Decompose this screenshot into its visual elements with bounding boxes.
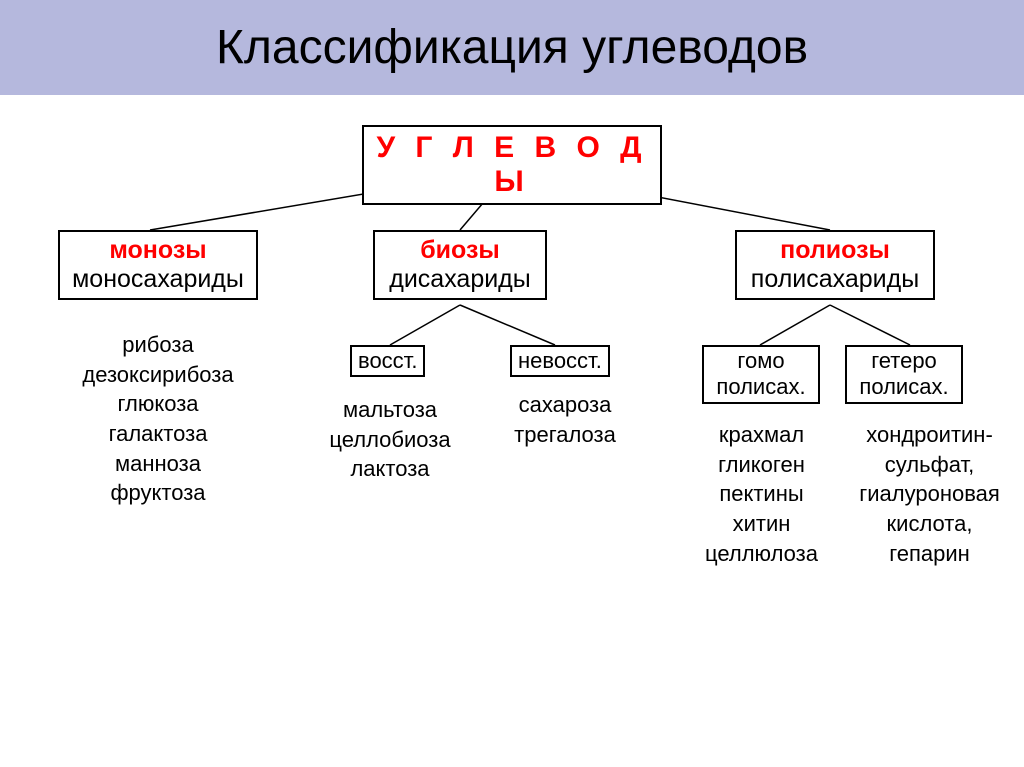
poly-hetero-l2: полисах. (853, 374, 955, 400)
bio-nevosst-node: невосст. (510, 345, 610, 377)
poly-hetero-l1: гетеро (853, 348, 955, 374)
bio-vosst-node: восст. (350, 345, 425, 377)
category-poly-subtitle: полисахариды (747, 265, 923, 294)
category-bio-title: биозы (385, 236, 535, 265)
bio-vosst-examples: мальтоза целлобиоза лактоза (310, 395, 470, 484)
title-bar: Классификация углеводов (0, 0, 1024, 95)
poly-homo-l1: гомо (710, 348, 812, 374)
category-poly: полиозы полисахариды (735, 230, 935, 300)
bio-nevosst-examples: сахароза трегалоза (490, 390, 640, 449)
poly-homo-node: гомо полисах. (702, 345, 820, 404)
category-mono: монозы моносахариды (58, 230, 258, 300)
category-mono-subtitle: моносахариды (70, 265, 246, 294)
root-node: У Г Л Е В О Д Ы (362, 125, 662, 205)
category-mono-title: монозы (70, 236, 246, 265)
category-poly-title: полиозы (747, 236, 923, 265)
slide-title: Классификация углеводов (216, 20, 808, 75)
poly-homo-l2: полисах. (710, 374, 812, 400)
category-bio: биозы дисахариды (373, 230, 547, 300)
category-bio-subtitle: дисахариды (385, 265, 535, 294)
poly-hetero-node: гетеро полисах. (845, 345, 963, 404)
classification-diagram: У Г Л Е В О Д Ы монозы моносахариды рибо… (0, 100, 1024, 760)
mono-examples: рибоза дезоксирибоза глюкоза галактоза м… (58, 330, 258, 508)
poly-homo-examples: крахмал гликоген пектины хитин целлюлоза (684, 420, 839, 568)
poly-hetero-examples: хондроитин- сульфат, гиалуроновая кислот… (842, 420, 1017, 568)
